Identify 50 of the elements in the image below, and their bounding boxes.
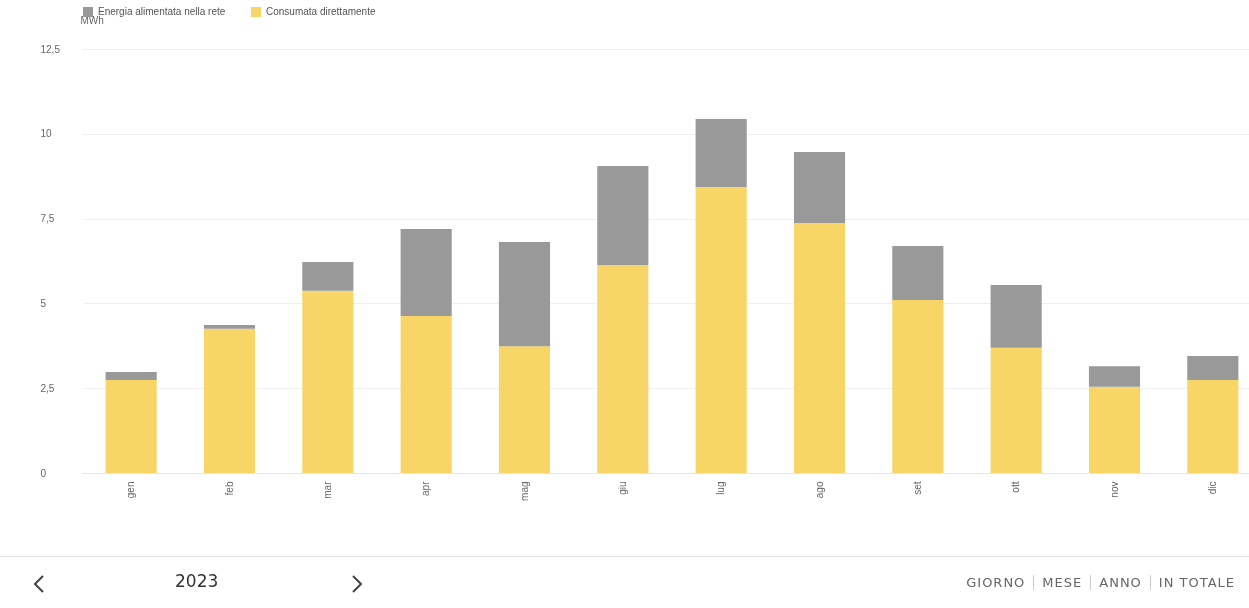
bar <box>597 265 649 473</box>
bar <box>597 166 649 266</box>
bar <box>203 325 256 329</box>
y-tick-label: 12,5 <box>40 43 61 55</box>
y-axis-title: MWh <box>80 14 104 26</box>
bar <box>1088 366 1141 387</box>
y-tick-label: 5 <box>40 297 47 309</box>
x-tick-label: feb <box>223 481 235 496</box>
bar <box>1088 386 1141 473</box>
bar <box>1187 380 1239 473</box>
bar <box>105 371 157 381</box>
bar <box>302 290 354 473</box>
x-tick-label: dic <box>1206 481 1218 495</box>
bar <box>990 285 1042 348</box>
bar <box>695 187 747 473</box>
x-tick-label: mar <box>321 480 333 499</box>
y-tick-label: 0 <box>40 467 47 479</box>
bar <box>1187 355 1239 381</box>
x-tick-label: ott <box>1010 481 1022 493</box>
text: 2023 <box>175 571 219 591</box>
text: MESE <box>1033 575 1091 590</box>
bar <box>892 246 944 301</box>
bar <box>105 380 157 473</box>
bar <box>695 118 747 188</box>
y-tick-label: 2,5 <box>40 382 55 394</box>
x-tick-label: nov <box>1108 481 1120 498</box>
x-tick-label: mag <box>518 481 530 501</box>
bar <box>302 262 354 291</box>
y-tick-label: 7,5 <box>40 213 55 225</box>
x-tick-label: lug <box>715 481 727 495</box>
x-tick-label: apr <box>420 480 432 496</box>
bar <box>892 300 944 473</box>
x-tick-label: giu <box>616 481 628 495</box>
bar <box>203 328 256 473</box>
bar <box>793 152 846 224</box>
bar <box>400 315 452 473</box>
text: IN TOTALE <box>1149 575 1243 590</box>
text: ANNO <box>1090 575 1150 590</box>
bar <box>400 229 452 316</box>
legend-label: Consumata direttamente <box>266 6 376 17</box>
text: GIORNO <box>965 575 1027 590</box>
bar <box>793 223 846 473</box>
y-tick-label: 10 <box>40 128 53 140</box>
x-tick-label: set <box>911 481 923 495</box>
bar <box>498 346 551 473</box>
legend-label: Energia alimentata nella rete <box>98 6 226 17</box>
bar <box>498 242 551 347</box>
x-tick-label: ago <box>813 481 825 499</box>
bar <box>990 347 1042 473</box>
x-tick-label: gen <box>125 481 137 499</box>
